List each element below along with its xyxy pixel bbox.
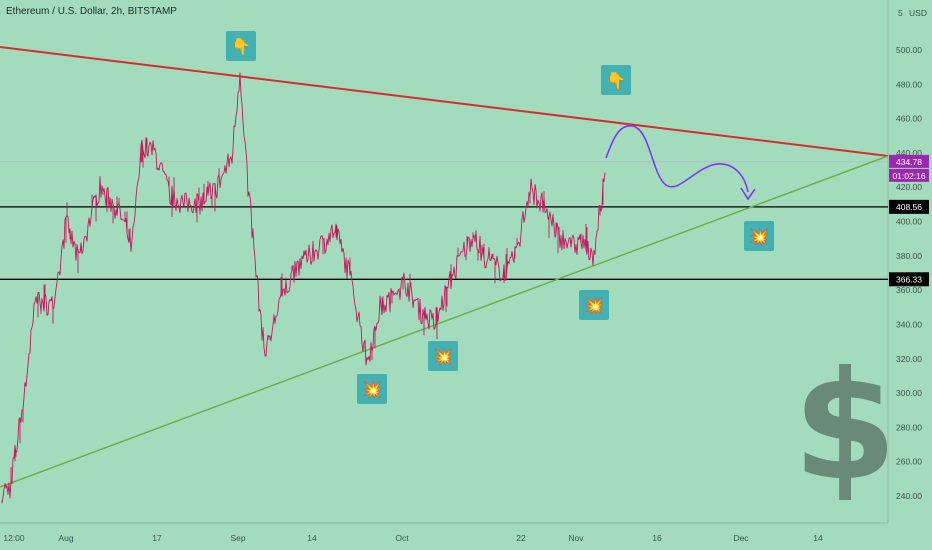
x-tick-label: Dec (733, 533, 749, 543)
x-tick-label: Nov (568, 533, 584, 543)
support-trendline (0, 155, 889, 488)
current-price-tag-text: 434.78 (896, 157, 922, 167)
y-tick-label: 280.00 (896, 422, 922, 432)
price-level-tag-text: 408.56 (896, 202, 922, 212)
pointing-down-icon-glyph: 👇 (606, 71, 626, 90)
price-level-tag-text: 366.33 (896, 274, 922, 284)
projection-arrowhead (740, 187, 756, 201)
explosion-icon-glyph: 💥 (584, 296, 604, 315)
explosion-icon: 💥 (744, 221, 774, 251)
explosion-icon-glyph: 💥 (362, 380, 382, 399)
dollar-watermark-icon: $ (793, 340, 897, 514)
pointing-down-icon: 👇 (601, 65, 631, 95)
x-tick-label: Sep (230, 533, 245, 543)
pointing-down-icon-glyph: 👇 (231, 37, 251, 56)
x-tick-label: 14 (813, 533, 823, 543)
y-tick-label: 500.00 (896, 45, 922, 55)
x-tick-label: 22 (516, 533, 526, 543)
projection-path (605, 125, 749, 193)
marker-badge (357, 374, 387, 404)
y-axis-corner-marker: 5 (898, 8, 903, 18)
y-tick-label: 260.00 (896, 457, 922, 467)
explosion-icon-glyph: 💥 (749, 227, 769, 246)
price-level-tag (889, 272, 929, 287)
y-tick-label: 460.00 (896, 114, 922, 124)
x-tick-label: 12:00 (3, 533, 25, 543)
y-tick-label: 440.00 (896, 148, 922, 158)
current-price-tag (889, 154, 929, 168)
explosion-icon-glyph: 💥 (433, 347, 453, 366)
x-tick-label: 14 (307, 533, 317, 543)
chart-title: Ethereum / U.S. Dollar, 2h, BITSTAMP (6, 6, 177, 17)
x-tick-label: 17 (152, 533, 162, 543)
x-tick-label: 16 (652, 533, 662, 543)
countdown-tag (889, 168, 929, 182)
price-level-tag (889, 199, 929, 214)
y-tick-label: 480.00 (896, 79, 922, 89)
y-axis-unit: USD (909, 8, 927, 18)
resistance-trendline (0, 46, 889, 157)
y-tick-label: 300.00 (896, 388, 922, 398)
y-tick-label: 340.00 (896, 319, 922, 329)
y-tick-label: 360.00 (896, 285, 922, 295)
pointing-down-icon: 👇 (226, 31, 256, 61)
marker-badge (601, 65, 631, 95)
y-tick-label: 240.00 (896, 491, 922, 501)
y-tick-label: 380.00 (896, 251, 922, 261)
marker-badge (428, 341, 458, 371)
x-tick-label: Aug (58, 533, 73, 543)
marker-badge (744, 221, 774, 251)
y-tick-label: 320.00 (896, 354, 922, 364)
countdown-tag-text: 01:02:16 (892, 171, 925, 181)
y-tick-label: 400.00 (896, 217, 922, 227)
marker-badge (226, 31, 256, 61)
price-series-line (1, 72, 606, 504)
y-tick-label: 420.00 (896, 182, 922, 192)
marker-badge (579, 290, 609, 320)
x-tick-label: Oct (395, 533, 409, 543)
explosion-icon: 💥 (357, 374, 387, 404)
explosion-icon: 💥 (579, 290, 609, 320)
explosion-icon: 💥 (428, 341, 458, 371)
